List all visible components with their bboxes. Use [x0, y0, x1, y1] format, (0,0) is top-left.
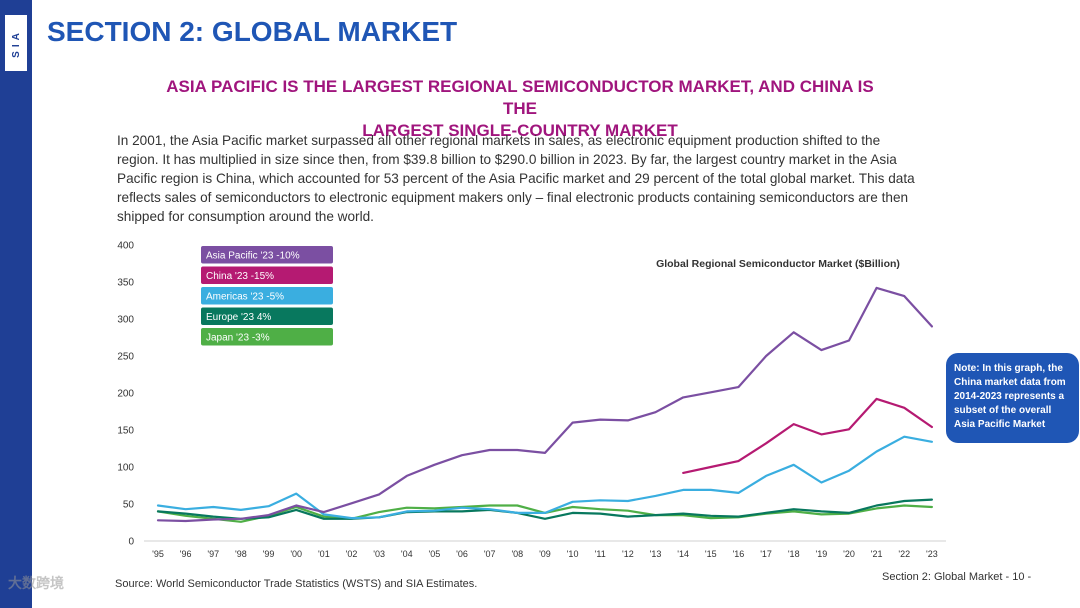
x-tick-label: '23 [926, 549, 938, 559]
intro-line-3: Pacific region is China, which accounted… [117, 171, 915, 186]
y-tick-label-0: 0 [128, 537, 134, 548]
x-tick-label: '01 [318, 549, 330, 559]
watermark: 大数跨境 [8, 575, 64, 591]
y-tick-label-200: 200 [117, 389, 134, 400]
intro-line-5: shipped for consumption around the world… [117, 209, 374, 224]
page-title: SECTION 2: GLOBAL MARKET [47, 16, 458, 47]
y-tick-label-250: 250 [117, 352, 134, 363]
slide-headline: ASIA PACIFIC IS THE LARGEST REGIONAL SEM… [150, 76, 890, 142]
x-tick-label: '19 [815, 549, 827, 559]
note-line-1: Note: In this graph, the [954, 363, 1063, 374]
legend-label: Asia Pacific '23 -10% [206, 251, 300, 262]
x-tick-label: '18 [788, 549, 800, 559]
series-line-americas [156, 435, 933, 520]
legend-swatch [201, 328, 333, 346]
x-tick-label: '96 [180, 549, 192, 559]
note-line-2: China market data from [954, 377, 1066, 388]
note-callout: Note: In this graph, the China market da… [946, 353, 1079, 443]
x-tick-label: '20 [843, 549, 855, 559]
sidebar: SIA [0, 0, 32, 608]
legend-swatch [201, 246, 333, 264]
source-note: Source: World Semiconductor Trade Statis… [115, 578, 478, 590]
x-tick-label: '15 [705, 549, 717, 559]
y-tick-label-100: 100 [117, 463, 134, 474]
x-tick-label: '16 [733, 549, 745, 559]
x-tick-label: '08 [511, 549, 523, 559]
legend-item-asia-pacific: Asia Pacific '23 -10% [201, 246, 333, 264]
x-tick-label: '09 [539, 549, 551, 559]
legend-label: Americas '23 -5% [206, 292, 284, 303]
series-lines [156, 286, 933, 523]
x-tick-label: '06 [456, 549, 468, 559]
legend-label: Europe '23 4% [206, 312, 271, 323]
x-tick-label: '21 [871, 549, 883, 559]
y-tick-label-400: 400 [117, 241, 134, 252]
headline-line-2: LARGEST SINGLE-COUNTRY MARKET [362, 121, 678, 140]
legend-label: China '23 -15% [206, 271, 274, 282]
x-tick-label: '04 [401, 549, 413, 559]
x-tick-label: '97 [207, 549, 219, 559]
page-footer: Section 2: Global Market - 10 - [882, 571, 1032, 583]
legend: Asia Pacific '23 -10% China '23 -15% Ameri… [201, 246, 333, 346]
x-tick-label: '11 [595, 549, 606, 559]
x-tick-label: '03 [373, 549, 385, 559]
note-line-5: Asia Pacific Market [954, 419, 1046, 430]
legend-item-japan: Japan '23 -3% [201, 328, 333, 346]
x-tick-label: '07 [484, 549, 496, 559]
y-tick-label-300: 300 [117, 315, 134, 326]
intro-paragraph: In 2001, the Asia Pacific market surpass… [117, 131, 987, 226]
legend-item-americas: Americas '23 -5% [201, 287, 333, 305]
brand-logo: SIA [5, 15, 27, 71]
x-tick-label: '13 [650, 549, 662, 559]
x-tick-label: '14 [677, 549, 689, 559]
y-tick-label-350: 350 [117, 278, 134, 289]
legend-swatch [201, 266, 333, 284]
note-line-3: 2014-2023 represents a [954, 391, 1065, 402]
y-tick-label-150: 150 [117, 426, 134, 437]
axes: 0 50 100 150 200 250 300 350 400 '95 '96 '97 '98 '99 '… [117, 241, 946, 559]
note-line-4: subset of the overall [954, 405, 1052, 416]
headline-line-1: ASIA PACIFIC IS THE LARGEST REGIONAL SEM… [166, 77, 874, 118]
x-tick-label: '17 [760, 549, 772, 559]
x-tick-label: '95 [152, 549, 164, 559]
series-line-europe [156, 498, 933, 520]
x-tick-label: '00 [290, 549, 302, 559]
x-tick-label: '12 [622, 549, 634, 559]
series-line-china [682, 397, 933, 474]
legend-swatch [201, 287, 333, 305]
x-tick-label: '05 [429, 549, 441, 559]
intro-line-4: reflects sales of semiconductors to elec… [117, 190, 909, 205]
x-tick-label: '22 [898, 549, 910, 559]
legend-item-europe: Europe '23 4% [201, 307, 333, 325]
x-tick-label: '02 [346, 549, 358, 559]
x-tick-label: '99 [263, 549, 275, 559]
x-tick-label: '98 [235, 549, 247, 559]
legend-swatch [201, 307, 333, 325]
legend-label: Japan '23 -3% [206, 333, 270, 344]
legend-item-china: China '23 -15% [201, 266, 333, 284]
series-line-asia-pacific [156, 286, 933, 523]
y-tick-label-50: 50 [123, 500, 135, 511]
x-tick-label: '10 [567, 549, 579, 559]
intro-line-1: In 2001, the Asia Pacific market surpass… [117, 133, 881, 148]
chart-title: Global Regional Semiconductor Market ($B… [656, 258, 900, 270]
intro-line-2: region. It has multiplied in size since … [117, 152, 897, 167]
